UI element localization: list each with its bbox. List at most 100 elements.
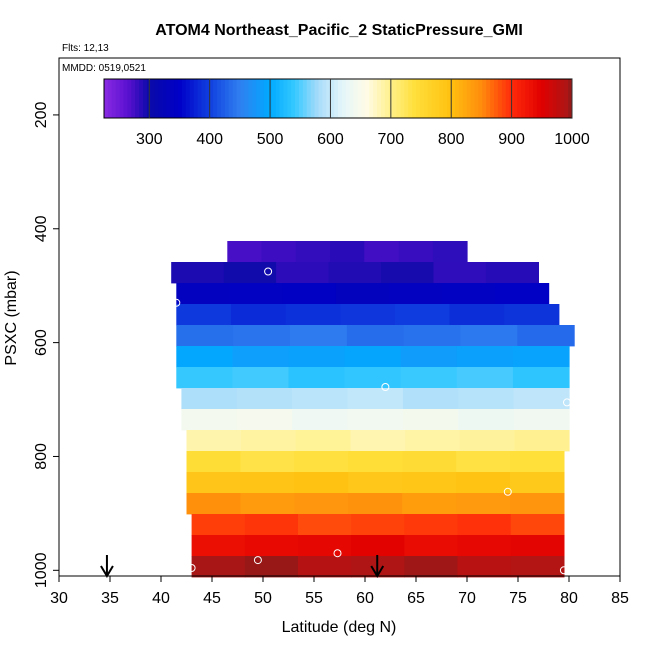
axes: 30 35 40 45 50 55 60 65 70 75 80 85 200 400 600 800 1000	[33, 101, 629, 607]
heatmap-cell	[227, 241, 263, 263]
x-tick-label: 80	[560, 590, 578, 607]
heatmap-cell	[176, 346, 233, 368]
heatmap-cell	[240, 472, 295, 494]
colorbar-swatch	[497, 79, 503, 118]
colorbar-swatch	[419, 79, 425, 118]
colorbar-swatch	[431, 79, 436, 118]
colorbar-swatch	[154, 79, 159, 118]
colorbar-swatch	[107, 79, 113, 118]
colorbar-swatch	[568, 79, 573, 118]
heatmap-cell	[350, 430, 406, 452]
x-tick-label: 35	[101, 590, 119, 607]
colorbar-swatch	[197, 79, 202, 118]
colorbar-swatch	[217, 79, 222, 118]
colorbar-swatch	[435, 79, 440, 118]
heatmap-cell	[456, 493, 511, 515]
y-tick-label: 200	[33, 101, 50, 128]
heatmap-cell	[186, 451, 241, 473]
flights-label: Flts: 12,13	[62, 43, 109, 54]
heatmap-cell	[186, 472, 241, 494]
heatmap-cell	[176, 283, 231, 305]
colorbar-swatch	[143, 79, 148, 118]
heatmap-cell	[457, 556, 512, 578]
heatmap-cell	[404, 514, 459, 536]
colorbar-swatch	[455, 79, 460, 118]
obs-point	[264, 267, 273, 276]
colorbar-tick-label: 500	[257, 131, 284, 148]
colorbar-tick-label: 800	[438, 131, 465, 148]
heatmap-cell	[176, 304, 232, 326]
colorbar-swatch	[517, 79, 522, 118]
heatmap-cell	[405, 430, 461, 452]
heatmap-cell	[402, 409, 459, 431]
heatmap-cell	[236, 388, 293, 410]
colorbar-swatch	[221, 79, 226, 118]
heatmap-cell	[456, 472, 511, 494]
colorbar-swatch	[295, 79, 300, 118]
heatmap-cell	[460, 325, 518, 347]
colorbar-swatch	[396, 79, 401, 118]
colorbar-swatch	[205, 79, 210, 118]
heatmap-cell	[181, 409, 238, 431]
y-tick-label: 800	[33, 443, 50, 470]
colorbar-swatch	[513, 79, 518, 118]
colorbar-swatch	[404, 79, 409, 118]
colorbar-swatch	[310, 79, 315, 118]
colorbar-swatch	[462, 79, 468, 118]
heatmap-cell	[381, 262, 435, 284]
colorbar-swatch	[365, 79, 370, 118]
colorbar-swatch	[377, 79, 382, 118]
heatmap-cell	[344, 346, 402, 368]
colorbar-swatch	[486, 79, 491, 118]
heatmap-cell	[517, 325, 575, 347]
heatmap-cell	[236, 409, 293, 431]
heatmap-cell	[298, 556, 352, 578]
heatmap-cell	[240, 451, 295, 473]
dates-label: MMDD: 0519,0521	[62, 63, 146, 74]
colorbar-swatch	[115, 79, 120, 118]
colorbar-swatch	[119, 79, 124, 118]
heatmap-cell	[292, 409, 349, 431]
colorbar-swatch	[224, 79, 230, 118]
colorbar-swatch	[178, 79, 183, 118]
heatmap-cell	[294, 493, 349, 515]
colorbar-swatch	[236, 79, 241, 118]
heatmap-cell	[340, 304, 396, 326]
colorbar-swatch	[533, 79, 538, 118]
obs-point	[172, 298, 181, 307]
heatmap-cell	[402, 388, 459, 410]
heatmap-cell	[398, 241, 434, 263]
heatmap-cell	[241, 430, 297, 452]
obs-point	[461, 126, 469, 135]
colorbar-swatch	[287, 79, 292, 118]
heatmap-cell	[186, 493, 241, 515]
colorbar-tick-label: 400	[196, 131, 223, 148]
colorbar-swatch	[283, 79, 288, 118]
colorbar-swatch	[427, 79, 432, 118]
colorbar-swatch	[373, 79, 378, 118]
heatmap-cell	[282, 283, 337, 305]
colorbar-swatch	[228, 79, 234, 118]
heatmap-cell	[512, 346, 570, 368]
heatmap-cell	[404, 535, 459, 557]
colorbar-swatch	[439, 79, 444, 118]
colorbar-swatch	[482, 79, 487, 118]
heatmap-cell	[485, 262, 539, 284]
x-tick-label: 40	[152, 590, 170, 607]
colorbar-tick-label: 600	[317, 131, 344, 148]
heatmap-cell	[400, 346, 458, 368]
heatmap-cell	[348, 493, 403, 515]
heatmap-cell	[290, 325, 348, 347]
heatmap-cell	[510, 451, 565, 473]
heatmap-cell	[347, 409, 404, 431]
heatmap-cell	[394, 304, 451, 326]
heatmap-cell	[504, 304, 560, 326]
x-tick-label: 75	[509, 590, 527, 607]
heatmap-cell	[176, 325, 234, 347]
heatmap-cell	[449, 304, 505, 326]
obs-points	[167, 126, 579, 575]
heatmap-cell	[456, 367, 514, 389]
colorbar-swatch	[260, 79, 265, 118]
colorbar-swatch	[275, 79, 280, 118]
colorbar-swatch	[182, 79, 187, 118]
